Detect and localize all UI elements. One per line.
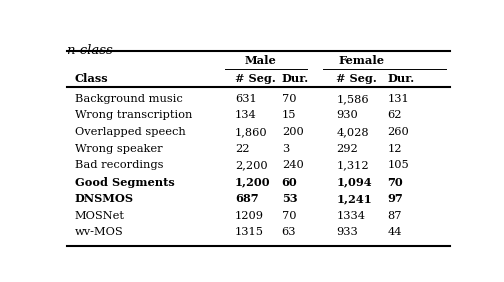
Text: DNSMOS: DNSMOS [75,193,134,204]
Text: MOSNet: MOSNet [75,211,124,221]
Text: n class: n class [67,44,113,57]
Text: Male: Male [244,56,276,67]
Text: 70: 70 [387,177,403,188]
Text: 1315: 1315 [235,227,264,237]
Text: 53: 53 [282,193,297,204]
Text: 70: 70 [282,211,296,221]
Text: Overlapped speech: Overlapped speech [75,127,185,137]
Text: 687: 687 [235,193,259,204]
Text: 1,312: 1,312 [337,160,369,170]
Text: Dur.: Dur. [282,73,309,84]
Text: 1209: 1209 [235,211,264,221]
Text: 62: 62 [387,111,402,120]
Text: 631: 631 [235,94,257,104]
Text: 1,200: 1,200 [235,177,271,188]
Text: Dur.: Dur. [387,73,414,84]
Text: 87: 87 [387,211,402,221]
Text: # Seg.: # Seg. [235,73,276,84]
Text: 4,028: 4,028 [337,127,369,137]
Text: 44: 44 [387,227,402,237]
Text: wv-MOS: wv-MOS [75,227,123,237]
Text: 12: 12 [387,144,402,154]
Text: Class: Class [75,73,108,84]
Text: 200: 200 [282,127,303,137]
Text: 15: 15 [282,111,296,120]
Text: 1,241: 1,241 [337,193,372,204]
Text: Background music: Background music [75,94,182,104]
Text: 97: 97 [387,193,403,204]
Text: Bad recordings: Bad recordings [75,160,163,170]
Text: 1334: 1334 [337,211,365,221]
Text: 70: 70 [282,94,296,104]
Text: 60: 60 [282,177,297,188]
Text: # Seg.: # Seg. [337,73,377,84]
Text: 134: 134 [235,111,257,120]
Text: Wrong speaker: Wrong speaker [75,144,162,154]
Text: 1,586: 1,586 [337,94,369,104]
Text: 131: 131 [387,94,409,104]
Text: Female: Female [339,56,385,67]
Text: Wrong transcription: Wrong transcription [75,111,192,120]
Text: 1,094: 1,094 [337,177,372,188]
Text: Good Segments: Good Segments [75,177,174,188]
Text: 292: 292 [337,144,358,154]
Text: 2,200: 2,200 [235,160,268,170]
Text: 63: 63 [282,227,296,237]
Text: 3: 3 [282,144,289,154]
Text: 22: 22 [235,144,249,154]
Text: 930: 930 [337,111,358,120]
Text: 240: 240 [282,160,303,170]
Text: 105: 105 [387,160,409,170]
Text: 933: 933 [337,227,358,237]
Text: 1,860: 1,860 [235,127,268,137]
Text: 260: 260 [387,127,409,137]
